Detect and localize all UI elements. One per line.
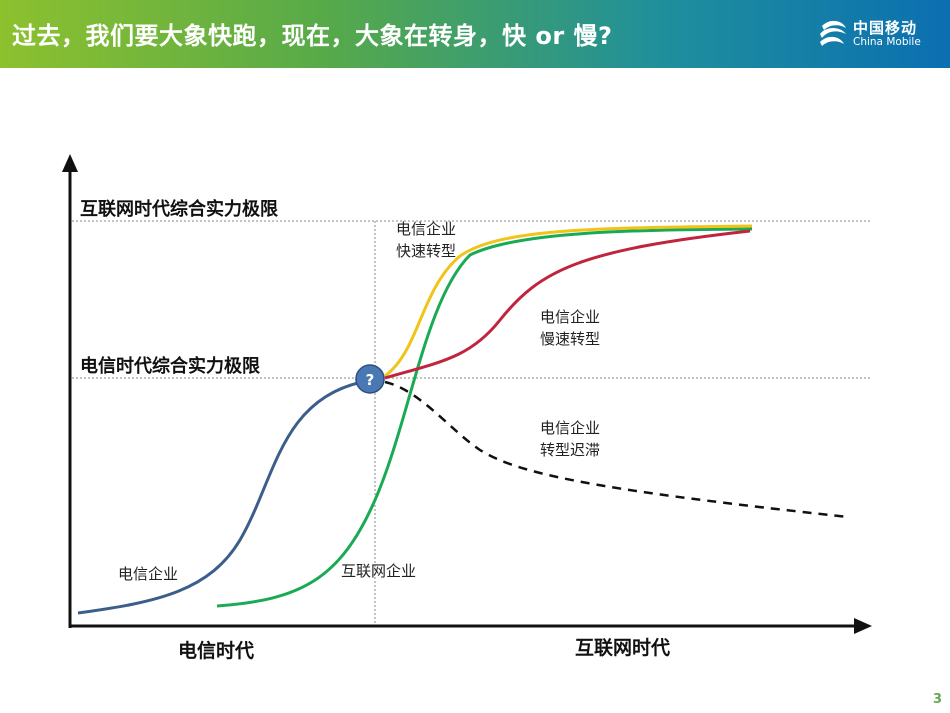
fast-label-line1: 电信企业 [396,220,457,238]
telecom-era-label: 电信时代 [178,640,255,662]
logo-text-en: China Mobile [853,36,921,48]
china-mobile-logo: 中国移动 China Mobile [816,15,928,53]
internet-limit-label: 互联网时代综合实力极限 [80,199,278,220]
slow-label-line2: 慢速转型 [540,330,601,348]
stagnant-label-line1: 电信企业 [540,419,601,437]
stagnant-label-line2: 转型迟滞 [540,441,601,459]
y-axis-arrow [62,154,78,172]
internet-curve [216,227,753,608]
fast-label-line2: 快速转型 [396,242,457,260]
internet-enterprise-label: 互联网企业 [341,562,417,580]
page-number: 3 [932,692,942,707]
telecom-curve [77,380,363,615]
stagnant-transformation-curve [384,380,849,519]
logo-text-cn: 中国移动 [853,19,918,37]
telecom-enterprise-label: 电信企业 [118,565,179,583]
slow-transformation-label: 电信企业 慢速转型 [540,306,600,350]
stagnant-transformation-label: 电信企业 转型迟滞 [540,417,600,461]
decision-node-question-mark: ? [366,371,375,389]
slide-title: 过去，我们要大象快跑，现在，大象在转身，快 or 慢? [12,22,613,50]
china-mobile-logo-icon [820,20,846,46]
header-bar: 过去，我们要大象快跑，现在，大象在转身，快 or 慢? 中国移动 China M… [0,0,950,68]
telecom-limit-label: 电信时代综合实力极限 [80,356,260,377]
slow-transformation-curve [384,229,751,380]
decision-node [355,364,385,394]
slow-label-line1: 电信企业 [540,308,601,326]
fast-transformation-label: 电信企业 快速转型 [396,218,456,262]
fast-transformation-curve [384,224,753,378]
x-axis-arrow [854,618,872,634]
internet-era-label: 互联网时代 [575,637,671,659]
